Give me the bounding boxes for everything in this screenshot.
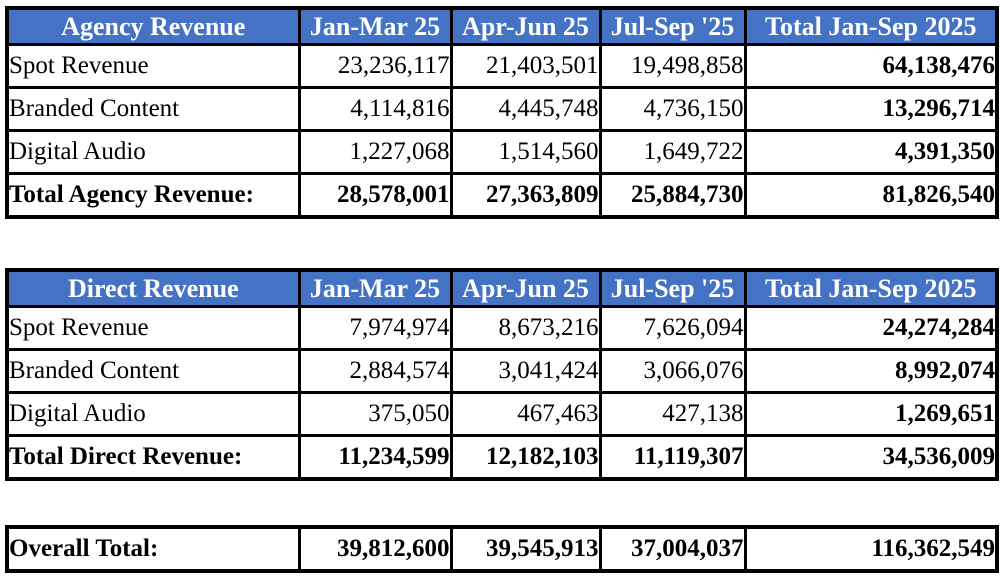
value-cell: 1,514,560: [449, 129, 602, 175]
overall-total-table: Overall Total: 39,812,600 39,545,913 37,004…: [5, 525, 999, 573]
overall-total-row: Overall Total: 39,812,600 39,545,913 37,004…: [5, 525, 999, 573]
value-cell: 11,234,599: [297, 434, 453, 481]
table-row: Branded Content 4,114,816 4,445,748 4,736,1…: [5, 86, 999, 132]
header-row: Direct Revenue Jan-Mar 25 Apr-Jun 25 Jul-Se…: [5, 268, 999, 308]
column-header-cell: Jan-Mar 25: [297, 268, 453, 308]
value-cell: 4,391,350: [743, 129, 999, 175]
column-header-cell: Jul-Sep '25: [598, 268, 747, 308]
value-cell: 25,884,730: [598, 172, 747, 219]
table-row: Spot Revenue 23,236,117 21,403,501 19,498,8…: [5, 43, 999, 89]
value-cell: 4,445,748: [449, 86, 602, 132]
agency-revenue-table: Agency Revenue Jan-Mar 25 Apr-Jun 25 Jul-Se…: [5, 6, 999, 219]
table-title-cell: Agency Revenue: [5, 6, 301, 46]
column-header-cell: Apr-Jun 25: [449, 6, 602, 46]
value-cell: 12,182,103: [449, 434, 602, 481]
value-cell: 23,236,117: [297, 43, 453, 89]
row-label-cell: Total Direct Revenue:: [5, 434, 301, 481]
row-label-cell: Branded Content: [5, 86, 301, 132]
value-cell: 1,269,651: [743, 391, 999, 437]
value-cell: 24,274,284: [743, 305, 999, 351]
header-row: Agency Revenue Jan-Mar 25 Apr-Jun 25 Jul-Se…: [5, 6, 999, 46]
value-cell: 8,673,216: [449, 305, 602, 351]
table-row: Total Agency Revenue: 28,578,001 27,363,80…: [5, 172, 999, 219]
value-cell: 37,004,037: [598, 525, 747, 573]
value-cell: 4,736,150: [598, 86, 747, 132]
direct-revenue-table: Direct Revenue Jan-Mar 25 Apr-Jun 25 Jul-Se…: [5, 268, 999, 481]
row-label-cell: Digital Audio: [5, 391, 301, 437]
column-header-cell: Jan-Mar 25: [297, 6, 453, 46]
value-cell: 3,066,076: [598, 348, 747, 394]
value-cell: 7,626,094: [598, 305, 747, 351]
row-label-cell: Spot Revenue: [5, 305, 301, 351]
value-cell: 4,114,816: [297, 86, 453, 132]
table-row: Spot Revenue 7,974,974 8,673,216 7,626,094 2…: [5, 305, 999, 351]
value-cell: 39,545,913: [449, 525, 602, 573]
value-cell: 39,812,600: [297, 525, 453, 573]
value-cell: 7,974,974: [297, 305, 453, 351]
value-cell: 1,227,068: [297, 129, 453, 175]
value-cell: 13,296,714: [743, 86, 999, 132]
value-cell: 427,138: [598, 391, 747, 437]
row-label-cell: Digital Audio: [5, 129, 301, 175]
value-cell: 116,362,549: [743, 525, 999, 573]
row-label-cell: Overall Total:: [5, 525, 301, 573]
value-cell: 375,050: [297, 391, 453, 437]
value-cell: 1,649,722: [598, 129, 747, 175]
column-header-cell: Total Jan-Sep 2025: [743, 6, 999, 46]
table-row: Digital Audio 375,050 467,463 427,138 1,269,…: [5, 391, 999, 437]
value-cell: 3,041,424: [449, 348, 602, 394]
value-cell: 11,119,307: [598, 434, 747, 481]
column-header-cell: Jul-Sep '25: [598, 6, 747, 46]
column-header-cell: Total Jan-Sep 2025: [743, 268, 999, 308]
table-row: Digital Audio 1,227,068 1,514,560 1,649,722…: [5, 129, 999, 175]
value-cell: 19,498,858: [598, 43, 747, 89]
value-cell: 467,463: [449, 391, 602, 437]
table-row: Total Direct Revenue: 11,234,599 12,182,10…: [5, 434, 999, 481]
row-label-cell: Spot Revenue: [5, 43, 301, 89]
value-cell: 34,536,009: [743, 434, 999, 481]
value-cell: 64,138,476: [743, 43, 999, 89]
row-label-cell: Branded Content: [5, 348, 301, 394]
value-cell: 21,403,501: [449, 43, 602, 89]
value-cell: 28,578,001: [297, 172, 453, 219]
value-cell: 8,992,074: [743, 348, 999, 394]
table-title-cell: Direct Revenue: [5, 268, 301, 308]
row-label-cell: Total Agency Revenue:: [5, 172, 301, 219]
column-header-cell: Apr-Jun 25: [449, 268, 602, 308]
table-row: Branded Content 2,884,574 3,041,424 3,066,0…: [5, 348, 999, 394]
value-cell: 81,826,540: [743, 172, 999, 219]
value-cell: 27,363,809: [449, 172, 602, 219]
value-cell: 2,884,574: [297, 348, 453, 394]
